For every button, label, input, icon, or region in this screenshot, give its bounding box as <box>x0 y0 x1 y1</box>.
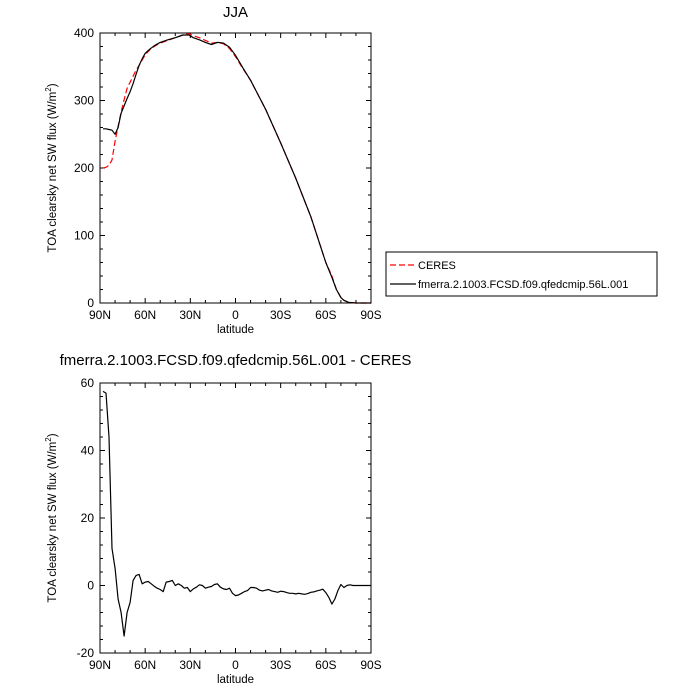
plot1-x-tick-label: 30S <box>270 308 291 322</box>
plot1-y-tick-label: 0 <box>87 296 94 310</box>
plot1-x-tick-label: 90N <box>89 308 111 322</box>
plot1-y-axis-label-text: TOA clearsky net SW flux (W/m <box>47 92 59 253</box>
plot2-x-tick-label: 30N <box>179 658 201 672</box>
plot2-x-tick-label: 60S <box>315 658 336 672</box>
plot1-y-axis-label-sup: 2 <box>44 87 53 92</box>
plot2-y-axis-label-sup: 2 <box>44 437 53 442</box>
plot1-x-axis-label: latitude <box>217 324 254 336</box>
plot2-x-tick-label: 30S <box>270 658 291 672</box>
plot2-y-axis-label-text: TOA clearsky net SW flux (W/m <box>47 442 59 603</box>
plot1-x-tick-label: 60N <box>134 308 156 322</box>
plot2-title: fmerra.2.1003.FCSD.f09.qfedcmip.56L.001 … <box>60 352 412 369</box>
plot1-y-tick-label: 300 <box>74 94 94 108</box>
plot2-y-tick-label: 40 <box>81 444 95 458</box>
plot1-legend-entry-1: fmerra.2.1003.FCSD.f09.qfedcmip.56L.001 <box>418 279 628 291</box>
plot2-x-tick-label: 90N <box>89 658 111 672</box>
plot1-series-line-0 <box>102 33 371 304</box>
plot2-x-tick-label: 60N <box>134 658 156 672</box>
plot2-frame <box>99 382 372 654</box>
plot1-legend-box <box>385 251 658 297</box>
plot1-y-tick-label: 400 <box>74 26 94 40</box>
plot2-y-tick-label: 20 <box>81 511 95 525</box>
plot2-y-tick-label: 0 <box>87 579 94 593</box>
plot1-series-line-1 <box>103 34 371 304</box>
plot1-y-axis-label: TOA clearsky net SW flux (W/m2) <box>44 83 59 252</box>
plot1-y-axis-label-close: ) <box>47 83 59 87</box>
plot2-y-tick-label: -20 <box>77 646 95 660</box>
plot1-x-tick-label: 0 <box>232 308 239 322</box>
plot1-x-tick-label: 30N <box>179 308 201 322</box>
plot2-x-tick-label: 0 <box>232 658 239 672</box>
plot2-x-axis-label: latitude <box>217 674 254 686</box>
plot2-y-axis-label: TOA clearsky net SW flux (W/m2) <box>44 433 59 602</box>
plot1-y-tick-label: 200 <box>74 161 94 175</box>
plot2-x-tick-label: 90S <box>360 658 381 672</box>
plot1-x-tick-label: 90S <box>360 308 381 322</box>
plot1-x-tick-label: 60S <box>315 308 336 322</box>
plot1-title: JJA <box>223 4 248 21</box>
plot1-frame <box>99 32 372 304</box>
plot2-y-axis-label-close: ) <box>47 433 59 437</box>
plot1-y-tick-label: 100 <box>74 229 94 243</box>
plot2-y-tick-label: 60 <box>81 376 95 390</box>
plot2-series-line-0 <box>102 390 371 637</box>
plot1-legend-entry-0: CERES <box>418 260 456 272</box>
